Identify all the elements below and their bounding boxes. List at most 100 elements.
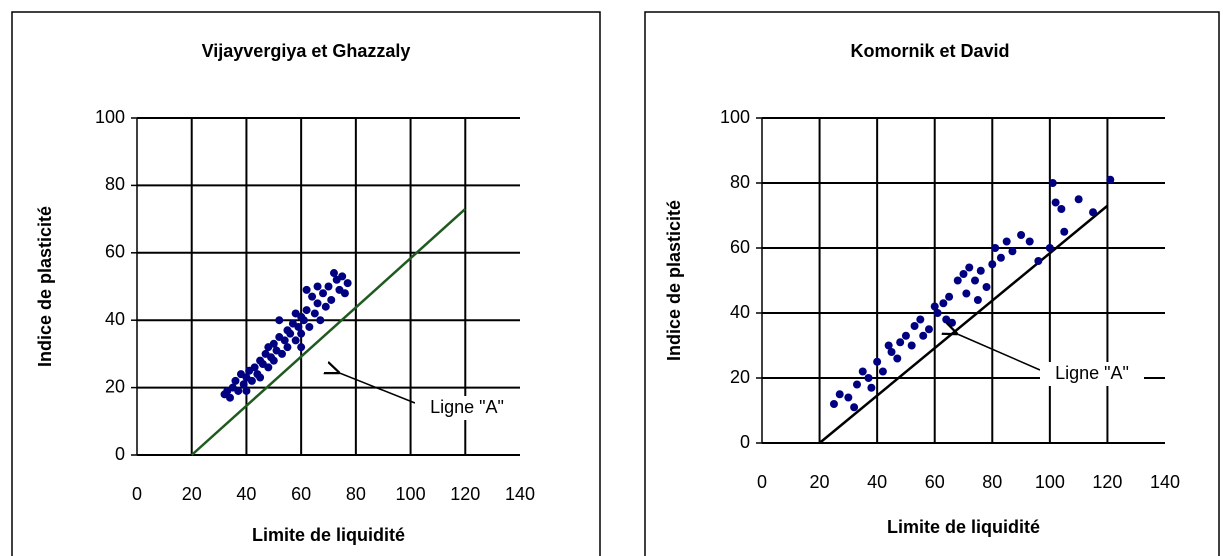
point (269, 356, 278, 365)
point (939, 299, 948, 308)
point (280, 336, 289, 345)
point (973, 296, 982, 304)
point (294, 322, 303, 331)
point (231, 376, 240, 385)
y-tick-label: 80 (105, 174, 125, 194)
x-tick-label: 0 (757, 472, 767, 492)
point (959, 270, 968, 278)
point (275, 316, 284, 325)
point (1002, 237, 1011, 246)
point (299, 316, 308, 325)
point (316, 316, 325, 325)
x-tick-label: 140 (1150, 472, 1180, 492)
point (247, 376, 256, 385)
annotation-bg (415, 396, 519, 420)
point (324, 282, 333, 291)
point (878, 367, 887, 376)
point (1074, 195, 1083, 204)
point (962, 289, 971, 298)
x-tick-label: 80 (346, 484, 366, 504)
point (321, 302, 330, 311)
point (343, 279, 352, 288)
y-tick-label: 20 (105, 376, 125, 396)
point (1060, 227, 1069, 236)
point (976, 266, 985, 275)
y-tick-label: 60 (730, 237, 750, 257)
point (319, 289, 328, 298)
point (305, 322, 314, 331)
x-tick-label: 120 (450, 484, 480, 504)
chart-title: Vijayvergiya et Ghazzaly (202, 41, 411, 61)
x-tick-label: 40 (236, 484, 256, 504)
point (327, 295, 336, 304)
point (340, 289, 349, 298)
point (988, 260, 997, 269)
x-tick-label: 0 (132, 484, 142, 504)
point (256, 373, 265, 382)
point (308, 292, 317, 301)
point (991, 244, 1000, 252)
point (302, 306, 311, 315)
y-tick-label: 0 (115, 444, 125, 464)
annotation: Ligne "A" (1055, 363, 1129, 383)
point (338, 272, 347, 281)
point (1025, 237, 1034, 246)
point (971, 276, 980, 285)
point (996, 253, 1005, 262)
point (942, 315, 951, 324)
annotation-arrow (337, 372, 416, 404)
y-axis-label: Indice de plasticité (664, 200, 684, 361)
point (910, 322, 919, 330)
point (901, 331, 910, 340)
point (1089, 208, 1098, 217)
x-tick-label: 80 (982, 472, 1002, 492)
point (850, 403, 859, 412)
point (291, 336, 300, 345)
point (919, 331, 928, 340)
point (329, 269, 338, 278)
x-tick-label: 60 (925, 472, 945, 492)
annotation-arrow (955, 333, 1041, 371)
y-tick-label: 100 (720, 107, 750, 127)
point (884, 341, 893, 350)
x-tick-label: 120 (1092, 472, 1122, 492)
point (907, 341, 916, 350)
y-tick-label: 40 (730, 302, 750, 322)
point (844, 393, 853, 402)
point (896, 338, 905, 347)
chart-title: Komornik et David (850, 41, 1009, 61)
point (1057, 205, 1066, 213)
point (269, 339, 278, 348)
x-tick-label: 20 (182, 484, 202, 504)
point (835, 390, 844, 399)
a-line (190, 208, 467, 456)
annotation: Ligne "A" (430, 397, 504, 417)
point (829, 400, 838, 408)
point (982, 283, 991, 291)
point (916, 315, 925, 324)
point (933, 309, 942, 317)
point (924, 325, 933, 334)
y-tick-label: 20 (730, 367, 750, 387)
point (930, 302, 939, 311)
point (1048, 179, 1057, 187)
a-line (818, 204, 1109, 444)
point (264, 363, 273, 372)
y-tick-label: 80 (730, 172, 750, 192)
point (887, 348, 896, 356)
x-axis-label: Limite de liquidité (887, 517, 1040, 537)
point (313, 282, 322, 291)
point (1051, 198, 1060, 207)
point (867, 383, 876, 392)
point (239, 380, 248, 389)
point (893, 354, 902, 363)
point (286, 329, 295, 338)
x-tick-label: 140 (505, 484, 535, 504)
y-tick-label: 60 (105, 242, 125, 262)
y-tick-label: 0 (740, 432, 750, 452)
x-tick-label: 40 (867, 472, 887, 492)
point (277, 349, 286, 358)
point (226, 393, 235, 402)
point (1017, 231, 1026, 239)
